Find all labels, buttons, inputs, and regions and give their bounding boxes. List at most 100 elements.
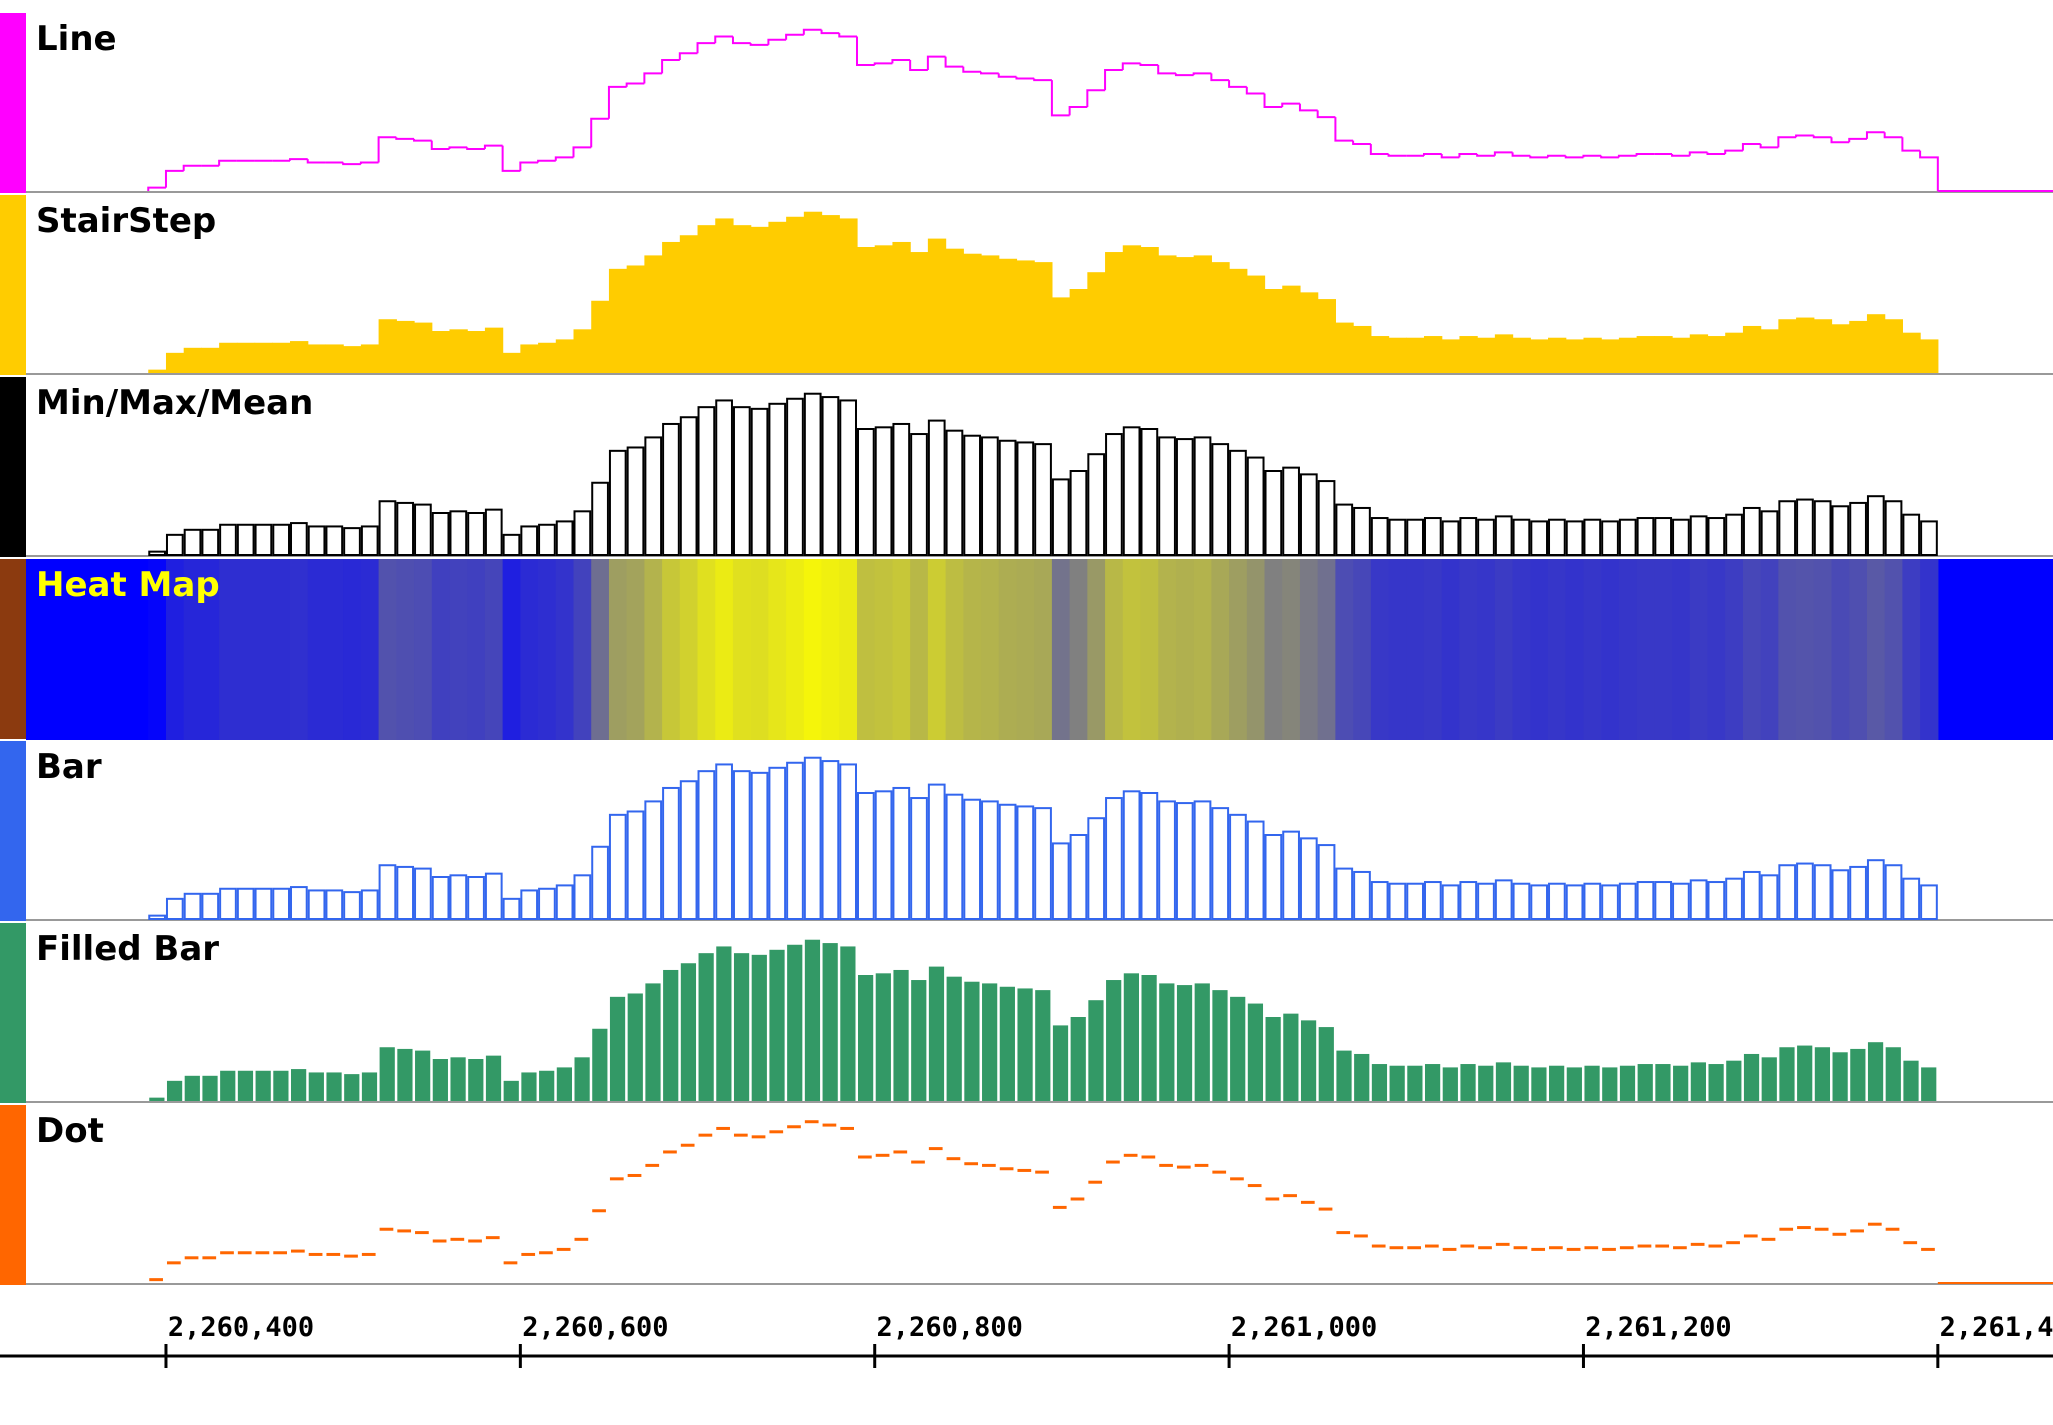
bar — [679, 780, 698, 920]
bar — [1618, 882, 1637, 920]
filled-bar — [1797, 1045, 1813, 1101]
filled-bar — [751, 954, 767, 1101]
heat-cell — [1034, 559, 1053, 740]
heat-cell — [679, 559, 699, 740]
line-step — [643, 72, 663, 84]
heat-cell — [1742, 559, 1762, 740]
track-label: Bar — [36, 747, 102, 787]
bar — [1158, 436, 1176, 556]
line-step — [891, 58, 911, 64]
bar — [343, 527, 361, 556]
filled-bar — [184, 1075, 200, 1101]
line-step — [430, 140, 450, 150]
bar — [272, 523, 291, 557]
bar — [1477, 882, 1495, 920]
line-step — [1919, 150, 1939, 191]
heat-cell — [484, 559, 504, 740]
heat-cell — [715, 559, 734, 740]
bar — [644, 436, 663, 556]
heat-cell — [963, 559, 982, 740]
bar — [662, 422, 680, 556]
filled-bar — [1619, 1065, 1636, 1101]
filled-bar — [1442, 1067, 1458, 1101]
bar — [892, 422, 911, 556]
track-label: Heat Map — [36, 565, 220, 605]
line-step — [289, 158, 308, 161]
line-step — [1422, 153, 1442, 156]
bar — [183, 528, 202, 556]
bar — [1796, 862, 1814, 920]
bar — [1441, 520, 1460, 557]
stair-step — [1069, 289, 1088, 373]
line-step — [1635, 153, 1655, 156]
line-step — [572, 146, 592, 158]
bar — [236, 523, 255, 557]
filled-bar — [432, 1059, 448, 1101]
heat-cell — [1494, 559, 1514, 740]
bar — [431, 876, 450, 920]
line-step — [1174, 73, 1194, 77]
track-color-strip — [0, 1105, 26, 1285]
bar — [1034, 807, 1052, 920]
bar — [1317, 844, 1336, 921]
bar — [1459, 881, 1478, 920]
bar — [1158, 800, 1176, 921]
line-step — [1564, 155, 1584, 159]
line-step — [1582, 154, 1602, 158]
heat-cell — [165, 559, 185, 740]
filled-bar — [1673, 1065, 1689, 1101]
stair-step — [839, 218, 858, 373]
bar — [715, 399, 733, 556]
bar — [1370, 517, 1389, 556]
track-label: Min/Max/Mean — [36, 383, 313, 423]
bar — [502, 897, 521, 921]
line-step — [749, 43, 769, 46]
bar — [874, 790, 893, 921]
bar — [307, 889, 326, 921]
line-step — [607, 85, 627, 119]
bar — [1796, 498, 1814, 556]
filled-bar — [1743, 1053, 1760, 1101]
stair-step — [201, 347, 220, 373]
stair-step — [573, 329, 592, 373]
heat-cell — [1193, 559, 1212, 740]
stair-step — [1175, 257, 1195, 373]
bar — [1689, 515, 1708, 556]
bar — [1689, 879, 1708, 920]
bar — [449, 874, 468, 921]
line-step — [554, 156, 574, 161]
filled-bar — [1176, 985, 1193, 1101]
bar — [467, 512, 485, 556]
bar — [378, 864, 397, 920]
filled-bar — [1637, 1064, 1653, 1101]
filled-bar — [822, 943, 838, 1101]
line-step — [1068, 106, 1088, 116]
stair-step — [555, 339, 575, 373]
bar — [1477, 518, 1495, 556]
stair-step — [414, 322, 433, 373]
heat-cell — [1246, 559, 1266, 740]
line-step — [1812, 135, 1832, 139]
bar — [856, 428, 875, 556]
line-step — [1795, 134, 1814, 138]
filled-bar — [485, 1055, 502, 1101]
bar — [414, 503, 432, 557]
bar — [1353, 870, 1371, 921]
stair-step — [183, 347, 203, 373]
stair-step — [431, 331, 451, 373]
line-step — [164, 169, 184, 188]
stair-step — [679, 235, 699, 373]
bar — [1211, 443, 1230, 556]
stair-step — [467, 331, 486, 373]
heat-cell — [697, 559, 716, 740]
stair-step — [1601, 339, 1620, 373]
heat-cell — [892, 559, 911, 740]
bar — [1831, 505, 1850, 556]
bar — [573, 874, 592, 921]
bar — [396, 865, 415, 920]
bar — [1282, 466, 1300, 557]
line-step — [1228, 80, 1247, 88]
filled-bar — [1088, 1000, 1104, 1101]
line-step — [625, 82, 645, 87]
filled-bar — [1495, 1062, 1512, 1101]
